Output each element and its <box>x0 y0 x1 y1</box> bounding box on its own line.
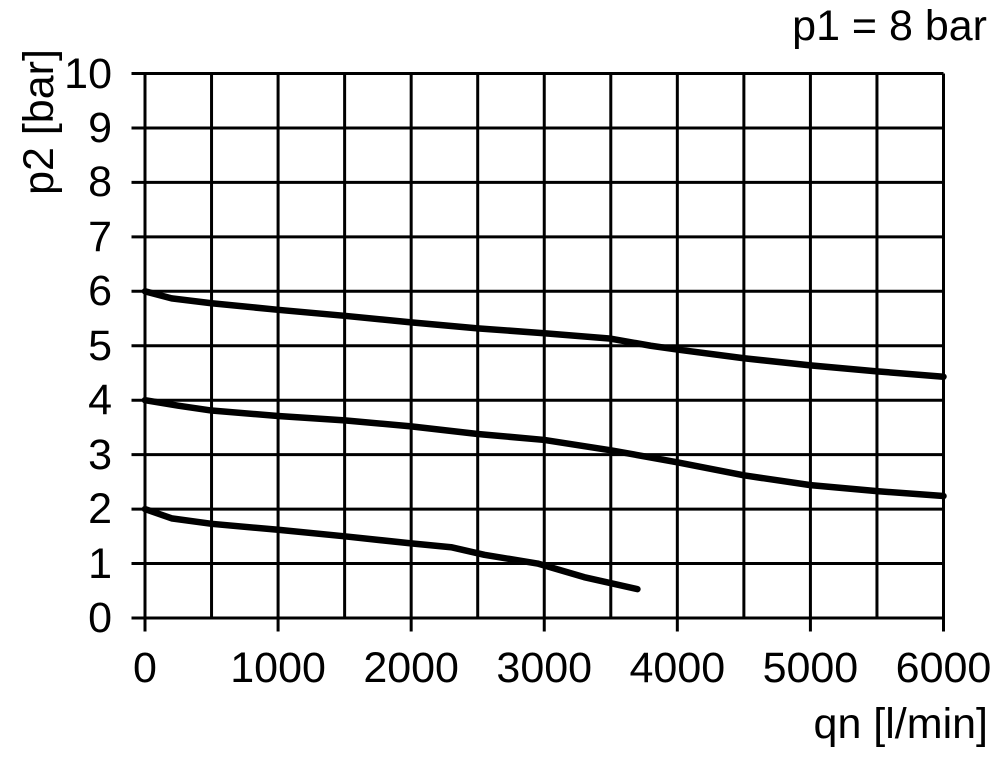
chart-annotation: p1 = 8 bar <box>792 2 987 50</box>
x-tick-label: 6000 <box>895 644 992 692</box>
curve-p2-setting-2-bar <box>141 505 641 593</box>
x-tick-label: 0 <box>133 644 157 692</box>
y-tick-label: 6 <box>88 267 112 316</box>
curve-p2-setting-4-bar <box>141 396 947 500</box>
x-tick-label: 2000 <box>363 644 459 692</box>
y-tick-label: 4 <box>88 376 112 425</box>
y-tick-label: 7 <box>88 212 112 261</box>
x-tick-label: 3000 <box>496 644 593 692</box>
x-axis-title: qn [l/min] <box>813 700 988 748</box>
x-tick-label: 5000 <box>762 644 859 692</box>
x-tick-label: 4000 <box>629 644 726 692</box>
y-tick-label: 9 <box>88 103 112 152</box>
curve-p2-setting-6-bar <box>141 288 947 381</box>
x-tick-label: 1000 <box>230 644 326 692</box>
y-tick-label: 0 <box>88 594 112 642</box>
y-tick-label: 10 <box>64 49 112 98</box>
y-tick-label: 3 <box>88 430 112 479</box>
y-tick-label: 2 <box>88 485 112 534</box>
y-tick-label: 5 <box>88 321 112 370</box>
y-tick-label: 1 <box>88 539 112 588</box>
y-tick-label: 8 <box>88 158 112 207</box>
